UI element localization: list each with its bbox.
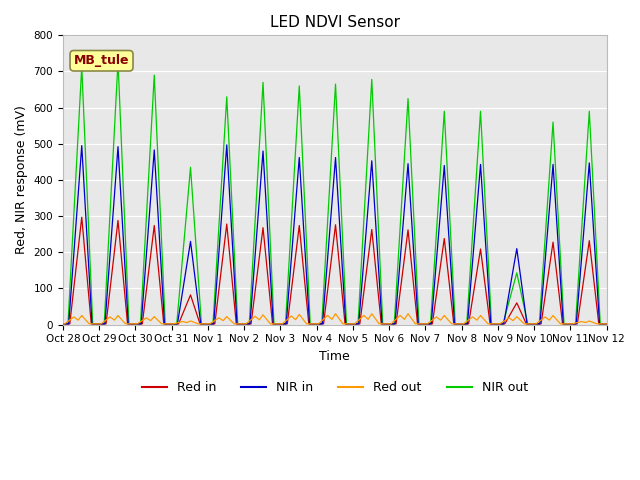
X-axis label: Time: Time xyxy=(319,350,350,363)
Text: MB_tule: MB_tule xyxy=(74,54,129,67)
Title: LED NDVI Sensor: LED NDVI Sensor xyxy=(270,15,400,30)
Legend: Red in, NIR in, Red out, NIR out: Red in, NIR in, Red out, NIR out xyxy=(137,376,532,399)
Y-axis label: Red, NIR response (mV): Red, NIR response (mV) xyxy=(15,106,28,254)
